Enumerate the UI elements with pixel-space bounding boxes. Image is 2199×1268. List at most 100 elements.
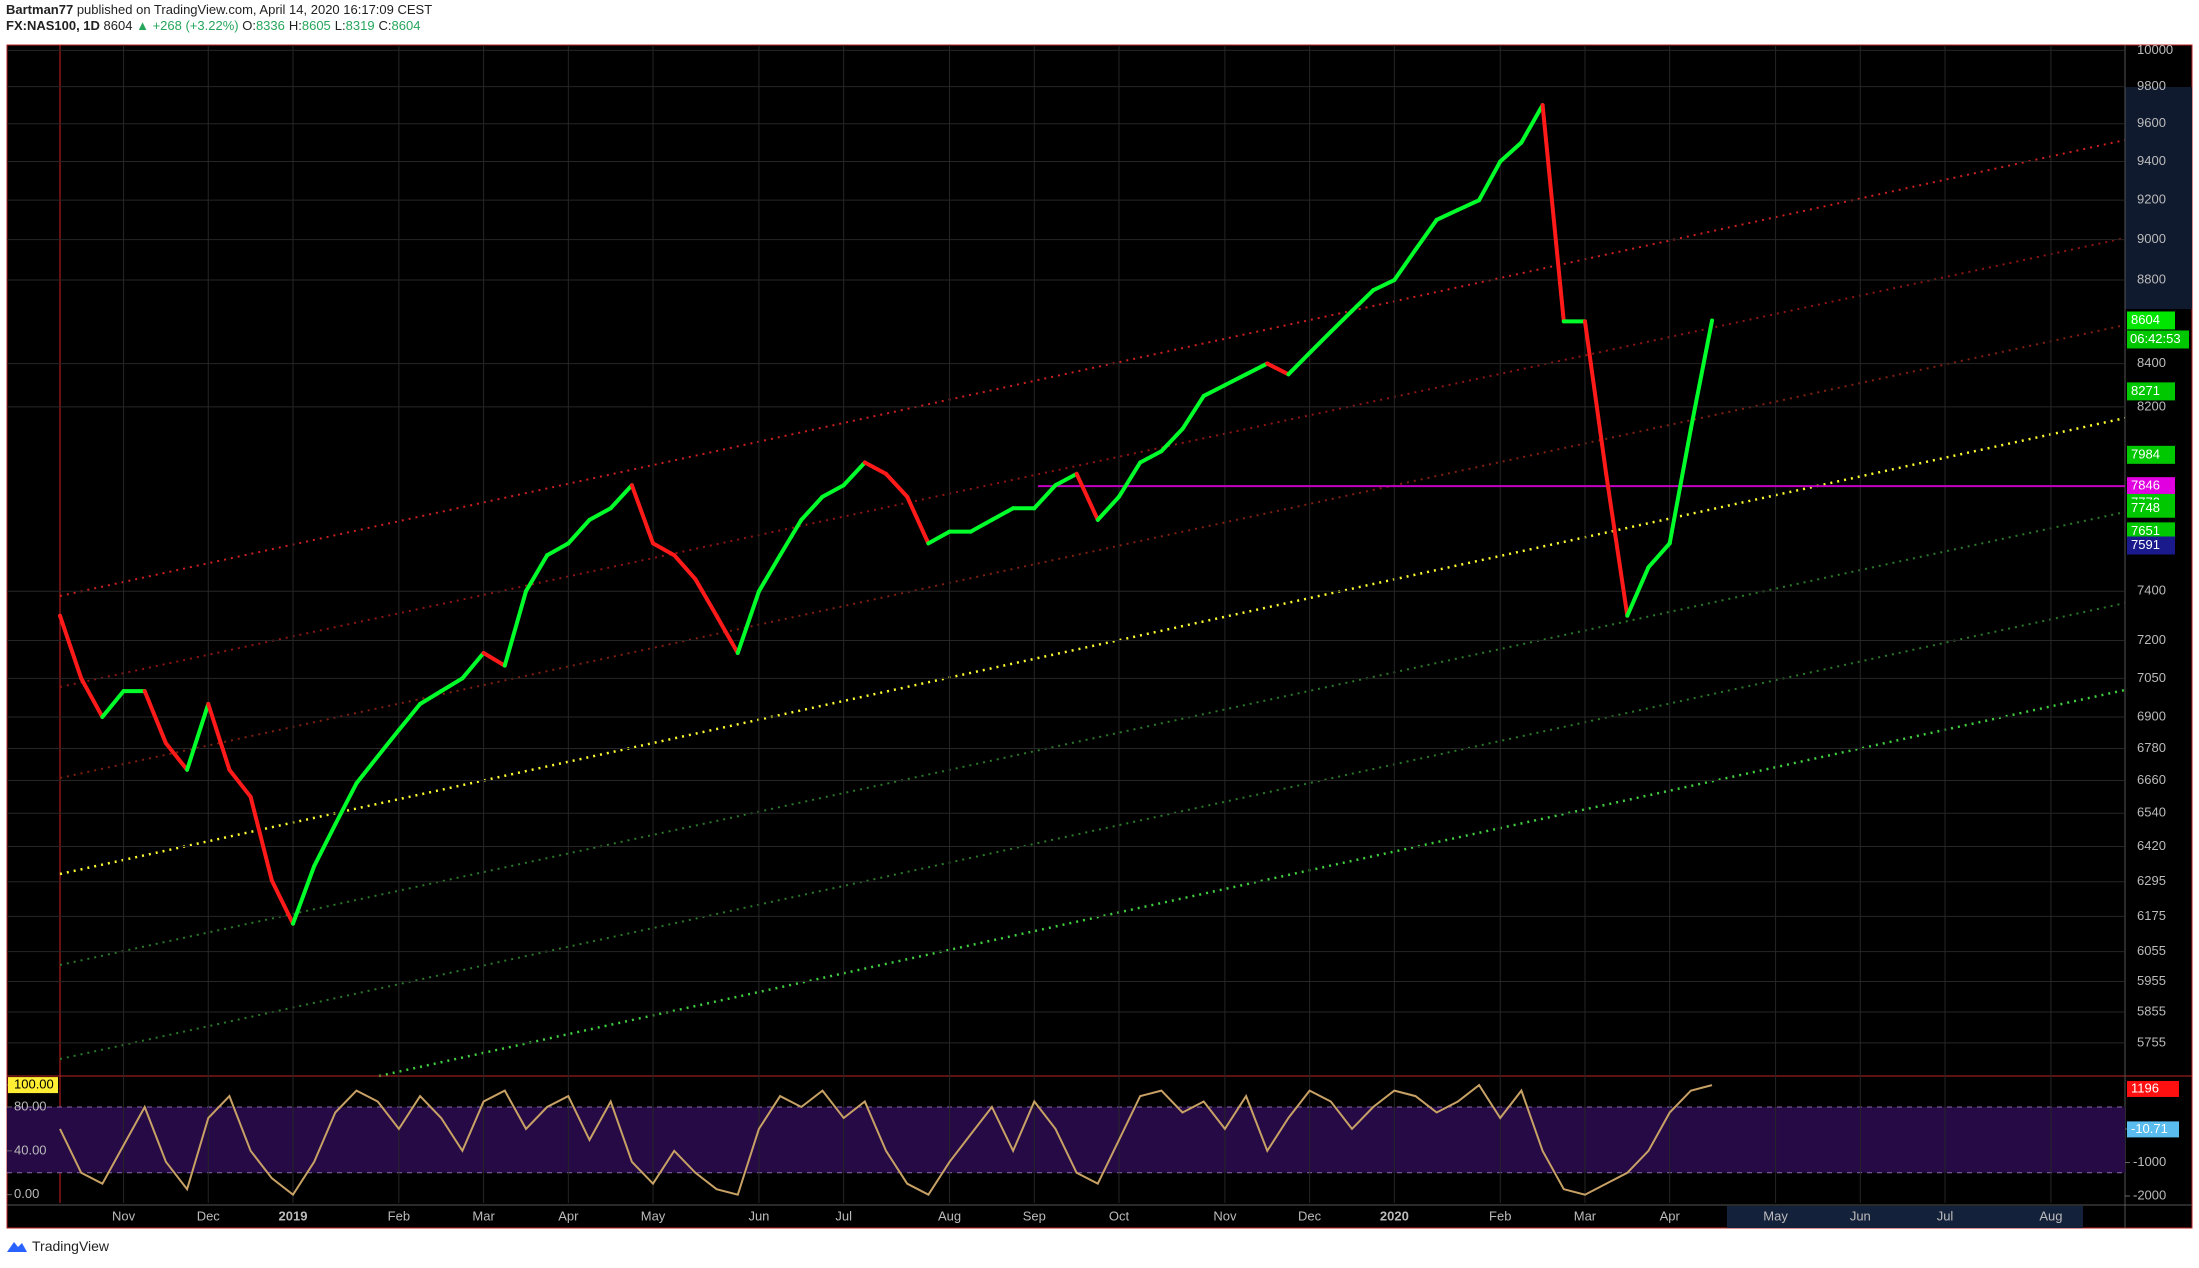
tick-highlight bbox=[8, 1077, 58, 1094]
price-segment bbox=[163, 741, 190, 772]
y-tick-label: 6420 bbox=[2137, 838, 2166, 853]
price-segment bbox=[1413, 217, 1439, 252]
x-tick-label: Sep bbox=[1023, 1208, 1046, 1223]
price-segment bbox=[206, 701, 232, 772]
price-segment bbox=[142, 689, 168, 746]
price-segment bbox=[926, 529, 952, 546]
price-segment bbox=[1032, 483, 1058, 511]
price-segment bbox=[396, 701, 423, 733]
price-segment bbox=[481, 651, 507, 668]
price-marker-label: 7846 bbox=[2131, 478, 2160, 493]
price-segment bbox=[1201, 383, 1227, 398]
price-marker-label: 8271 bbox=[2131, 383, 2160, 398]
y2-marker bbox=[2127, 1121, 2179, 1138]
price-segment bbox=[587, 506, 613, 522]
price-marker-label: 7748 bbox=[2131, 500, 2160, 515]
ohlc-value: 8319 bbox=[345, 18, 375, 33]
price-segment bbox=[756, 553, 783, 594]
x-tick-label: Feb bbox=[388, 1208, 410, 1223]
price-segment bbox=[227, 767, 253, 799]
y-tick-label: 7050 bbox=[2137, 670, 2166, 685]
y-tick-label: 10000 bbox=[2137, 42, 2173, 57]
y-tick-label: 8800 bbox=[2137, 271, 2166, 286]
oscillator-line bbox=[59, 1083, 1713, 1197]
y-tick-label: 6295 bbox=[2137, 873, 2166, 888]
price-segment bbox=[1117, 460, 1143, 499]
x-tick-label: 2020 bbox=[1380, 1208, 1409, 1223]
price-segment bbox=[1138, 449, 1164, 465]
price-segment bbox=[439, 676, 465, 694]
channel-line bbox=[59, 511, 2126, 966]
ohlc-label: O: bbox=[242, 18, 256, 33]
channel-line bbox=[59, 139, 2126, 597]
footer: TradingView bbox=[6, 1238, 109, 1254]
price-marker bbox=[2127, 382, 2175, 401]
price-segment bbox=[1180, 393, 1206, 431]
price-segment bbox=[290, 864, 317, 926]
y-tick-label: 100.00 bbox=[14, 1077, 54, 1092]
y-tick-label: 7400 bbox=[2137, 583, 2166, 598]
x-tick-label: Aug bbox=[938, 1208, 961, 1223]
price-segment bbox=[1477, 159, 1503, 203]
price-segment bbox=[989, 506, 1016, 522]
price-segment bbox=[1307, 329, 1333, 355]
x-tick-label: Aug bbox=[2039, 1208, 2062, 1223]
price-segment bbox=[1646, 541, 1672, 570]
price-segment bbox=[1625, 565, 1651, 618]
price-segment bbox=[79, 676, 105, 719]
price-segment bbox=[502, 589, 528, 668]
x-tick-label: Mar bbox=[472, 1208, 495, 1223]
ohlc-label: C: bbox=[378, 18, 392, 33]
price-segment bbox=[1222, 372, 1249, 388]
price-segment bbox=[1455, 198, 1482, 212]
x-tick-label: May bbox=[1763, 1208, 1788, 1223]
y-tick-label: 6540 bbox=[2137, 805, 2166, 820]
future-range bbox=[1727, 1206, 2083, 1228]
price-segment bbox=[1159, 426, 1185, 454]
y2-marker-label: 1196 bbox=[2131, 1080, 2159, 1095]
chart: Nov Dec 2019 Feb Mar Apr May Jun Jul Aug Sep Oct Nov… bbox=[6, 42, 2193, 1229]
price-segment bbox=[672, 553, 698, 582]
price-marker-label: 7984 bbox=[2131, 446, 2160, 461]
y-tick-label: 8400 bbox=[2137, 355, 2166, 370]
price-segment bbox=[1604, 471, 1630, 618]
price-segment bbox=[1349, 288, 1376, 313]
ohlc: O:8336 H:8605 L:8319 C:8604 bbox=[242, 18, 424, 33]
price-segment bbox=[100, 689, 126, 719]
price-segment bbox=[523, 553, 550, 594]
price-segment bbox=[269, 878, 295, 926]
price-marker bbox=[2127, 445, 2175, 464]
y-tick-label: 6900 bbox=[2137, 708, 2166, 723]
price-segment bbox=[1392, 247, 1418, 283]
countdown-bg bbox=[2127, 330, 2189, 349]
x-tick-label: Jul bbox=[835, 1208, 852, 1223]
price-segment bbox=[354, 754, 380, 786]
price-segment bbox=[418, 689, 444, 706]
x-tick-label: Nov bbox=[112, 1208, 136, 1223]
price-marker-label: 7591 bbox=[2131, 537, 2160, 552]
countdown: 06:42:53 bbox=[2130, 331, 2181, 346]
x-tick-label: Dec bbox=[197, 1208, 221, 1223]
y-tick-label: 5955 bbox=[2137, 973, 2166, 988]
x-tick-label: Apr bbox=[558, 1208, 579, 1223]
price-segment bbox=[312, 822, 338, 869]
x-tick-label: Jun bbox=[1850, 1208, 1871, 1223]
y-tick-label: 5755 bbox=[2137, 1034, 2166, 1049]
price-segment bbox=[799, 494, 825, 522]
ohlc-value: 8605 bbox=[301, 18, 331, 33]
y-tick-label: 8200 bbox=[2137, 398, 2166, 413]
y-tick-label: 9000 bbox=[2137, 231, 2166, 246]
price-segment bbox=[629, 483, 656, 546]
price-segment bbox=[968, 517, 994, 534]
x-tick-label: Mar bbox=[1574, 1208, 1597, 1223]
oscillator-band bbox=[7, 1107, 2125, 1173]
price-segment bbox=[884, 471, 910, 499]
ohlc-label: H: bbox=[288, 18, 302, 33]
price-segment bbox=[651, 541, 677, 558]
price-segment bbox=[1371, 278, 1397, 293]
price-segment bbox=[1265, 361, 1291, 377]
x-tick-label: Jul bbox=[1937, 1208, 1954, 1223]
change: ▲ +268 (+3.22%) bbox=[136, 18, 239, 33]
price-segment bbox=[905, 494, 931, 546]
